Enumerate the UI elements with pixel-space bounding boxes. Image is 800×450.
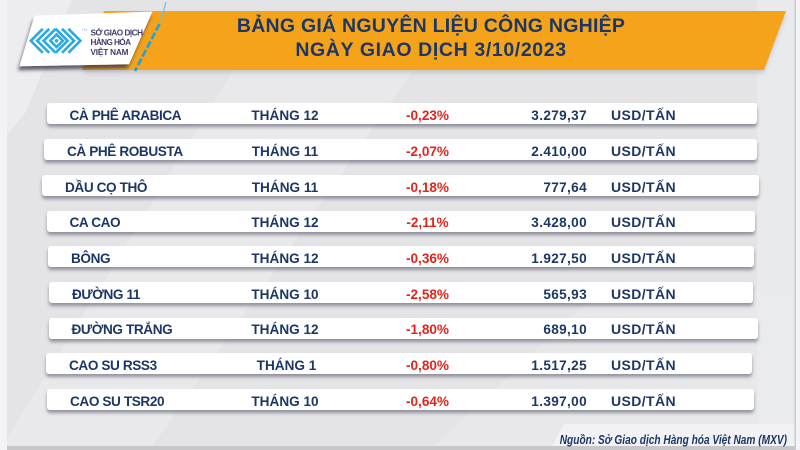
svg-text:HÀNG HÓA: HÀNG HÓA: [91, 36, 132, 47]
svg-text:SỞ GIAO DỊCH: SỞ GIAO DỊCH: [91, 27, 144, 38]
svg-text:TM: TM: [82, 27, 88, 32]
svg-text:VIỆT NAM: VIỆT NAM: [91, 46, 129, 57]
